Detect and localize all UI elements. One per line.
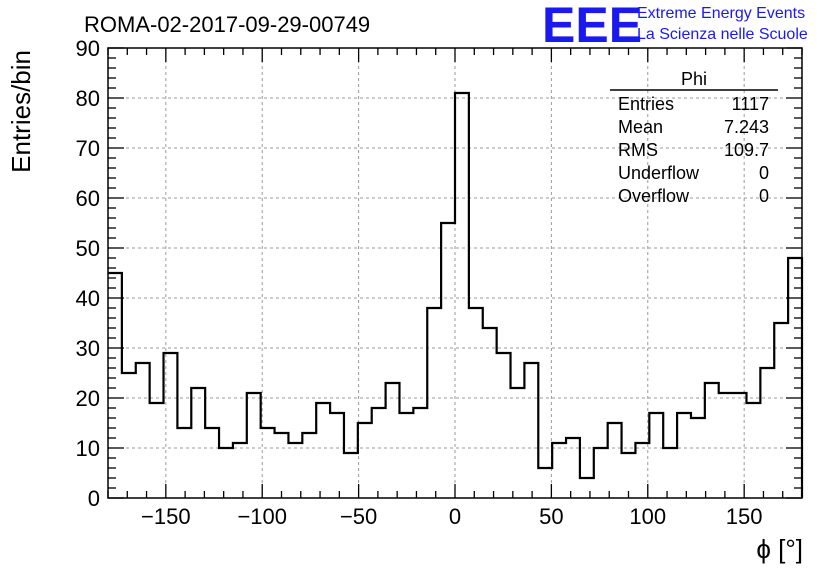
y-tick-label: 80: [76, 86, 100, 111]
y-tick-label: 40: [76, 286, 100, 311]
stats-value-mean: 7.243: [724, 117, 769, 137]
y-tick-label: 20: [76, 386, 100, 411]
x-tick-label: 50: [539, 504, 563, 529]
x-tick-label: −50: [340, 504, 377, 529]
stats-value-overflow: 0: [759, 186, 769, 206]
stats-label-mean: Mean: [618, 117, 663, 137]
y-tick-label: 10: [76, 436, 100, 461]
chart-title: ROMA-02-2017-09-29-00749: [84, 12, 370, 37]
stats-value-rms: 109.7: [724, 140, 769, 160]
logo-line-1: Extreme Energy Events: [637, 5, 805, 22]
axis-ticks: [107, 47, 803, 499]
stats-name: Phi: [681, 69, 707, 89]
y-tick-label: 30: [76, 336, 100, 361]
x-tick-label: 0: [449, 504, 461, 529]
logo-line-2: La Scienza nelle Scuole: [637, 26, 808, 43]
y-tick-label: 50: [76, 236, 100, 261]
y-tick-label: 0: [88, 486, 100, 511]
stats-label-underflow: Underflow: [618, 163, 700, 183]
y-tick-label: 60: [76, 186, 100, 211]
stats-value-entries: 1117: [732, 94, 769, 114]
stats-label-rms: RMS: [618, 140, 658, 160]
x-tick-label: 100: [629, 504, 666, 529]
x-tick-label: 150: [726, 504, 763, 529]
x-tick-label: −100: [237, 504, 287, 529]
eee-logo: EEE: [542, 0, 642, 53]
x-tick-label: −150: [141, 504, 191, 529]
stats-value-underflow: 0: [759, 163, 769, 183]
y-tick-label: 90: [76, 36, 100, 61]
histogram-outline: [108, 91, 804, 498]
x-tick-labels: −150 −100 −50 0 50 100 150: [141, 504, 762, 529]
stats-box: Phi Entries 1117 Mean 7.243 RMS 109.7 Un…: [610, 69, 778, 206]
y-tick-label: 70: [76, 136, 100, 161]
y-axis-label: Entries/bin: [6, 50, 36, 173]
grid-lines: [108, 48, 802, 498]
x-axis-label: ϕ [°]: [756, 534, 803, 564]
stats-label-overflow: Overflow: [618, 186, 690, 206]
stats-label-entries: Entries: [618, 94, 674, 114]
y-tick-labels: 0 10 20 30 40 50 60 70 80 90: [76, 36, 100, 511]
